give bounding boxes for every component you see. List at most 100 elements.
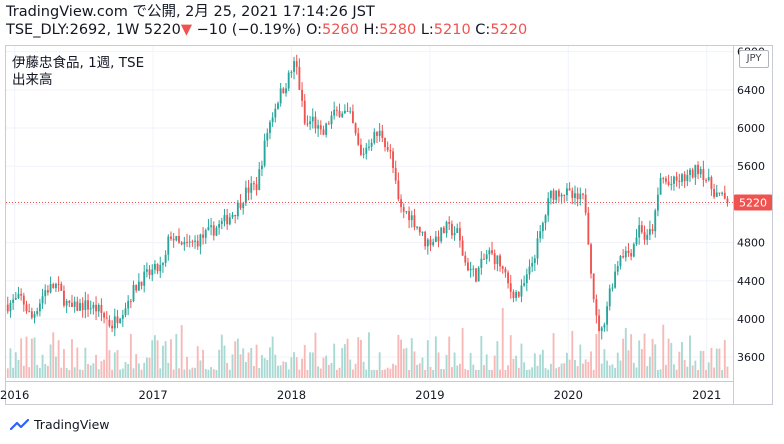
volume-bar [480, 336, 483, 378]
volume-bar [295, 357, 298, 378]
volume-bar [76, 347, 79, 378]
volume-bar [718, 348, 721, 378]
candle-body [79, 303, 81, 311]
volume-bar [691, 365, 694, 378]
candle-body [472, 268, 475, 270]
time-axis-divider [5, 381, 733, 382]
candle-body [167, 236, 170, 255]
candle-body [434, 236, 437, 242]
candle-body [33, 314, 36, 318]
candle-body [263, 140, 266, 166]
volume-bar [290, 357, 293, 378]
volume-bar [343, 344, 346, 378]
candle-body [218, 223, 221, 228]
volume-bar [651, 338, 654, 378]
volume-bar [689, 335, 691, 378]
volume-bar [635, 367, 638, 378]
candle-body [646, 234, 649, 240]
x-tick-label: 2018 [277, 388, 306, 402]
y-tick-label: 4800 [737, 237, 765, 250]
chart-frame[interactable] [5, 45, 773, 405]
candle-body [295, 61, 298, 67]
candle-body [616, 266, 619, 272]
candle-body [140, 281, 143, 286]
volume-bar [22, 365, 25, 378]
candle-body [424, 231, 427, 247]
candle-body [681, 174, 683, 182]
volume-bar [188, 369, 191, 378]
volume-bar [137, 363, 140, 378]
volume-bar [378, 352, 381, 378]
volume-bar [354, 363, 357, 378]
candle-body [386, 147, 389, 151]
footer-brand[interactable]: TradingView [10, 417, 110, 432]
volume-bar [14, 352, 17, 378]
volume-bar [97, 369, 100, 378]
volume-bar [616, 352, 619, 378]
candle-body [71, 302, 73, 307]
candle-body [258, 169, 261, 190]
candle-body [499, 255, 501, 267]
symbol-label: TSE_DLY:2692, 1W [6, 22, 140, 38]
candle-body [148, 269, 151, 275]
candle-body [566, 188, 568, 196]
volume-bar [536, 365, 539, 378]
candle-body [611, 287, 614, 289]
volume-bar [218, 349, 221, 378]
volume-bar [656, 369, 659, 378]
candle-body [44, 290, 47, 297]
candle-body [718, 192, 721, 194]
candle-body [539, 231, 542, 239]
volume-bar [520, 343, 523, 378]
volume-bar [667, 338, 670, 378]
candle-body [121, 315, 124, 319]
volume-bar [333, 343, 336, 378]
publish-line: TradingView.com で公開, 2月 25, 2021 17:14:2… [6, 4, 375, 20]
volume-legend: 出来高 [12, 72, 53, 88]
candle-body [667, 181, 670, 185]
candle-body [541, 223, 544, 232]
candle-body [533, 258, 536, 263]
volume-bar [41, 354, 44, 378]
candle-body [453, 233, 456, 236]
candle-body [20, 293, 23, 296]
candle-body [485, 254, 488, 260]
volume-bar [713, 367, 716, 378]
candle-body [351, 111, 354, 124]
volume-bar [458, 363, 461, 378]
volume-bar [579, 344, 582, 378]
close-value: 5220 [490, 22, 528, 38]
volume-bar [632, 362, 635, 378]
volume-bar [702, 350, 705, 378]
volume-bar [496, 341, 499, 378]
candle-body [309, 121, 312, 125]
candle-body [373, 132, 376, 143]
candle-body [81, 303, 84, 310]
candle-body [488, 250, 491, 255]
candle-body [162, 262, 164, 265]
candle-body [643, 232, 646, 240]
candle-body [563, 194, 566, 196]
candle-body [129, 300, 132, 302]
candle-body [413, 215, 416, 228]
volume-bar [116, 350, 119, 378]
candle-body [445, 221, 448, 234]
volume-bar [574, 360, 576, 378]
volume-bar [151, 340, 154, 378]
volume-bar [148, 357, 151, 378]
candle-body [702, 169, 705, 180]
y-tick-label: 6000 [737, 122, 765, 135]
candle-body [713, 188, 716, 197]
volume-bar [528, 369, 531, 378]
candle-body [303, 100, 306, 124]
volume-bar [33, 337, 36, 378]
volume-bar [434, 336, 437, 378]
volume-bar [12, 367, 15, 378]
candle-body [183, 241, 186, 245]
open-value: 5260 [321, 22, 359, 38]
close-label: C: [475, 22, 491, 38]
volume-bar [483, 365, 485, 378]
volume-bar [603, 349, 606, 378]
currency-button[interactable]: JPY [739, 50, 769, 68]
